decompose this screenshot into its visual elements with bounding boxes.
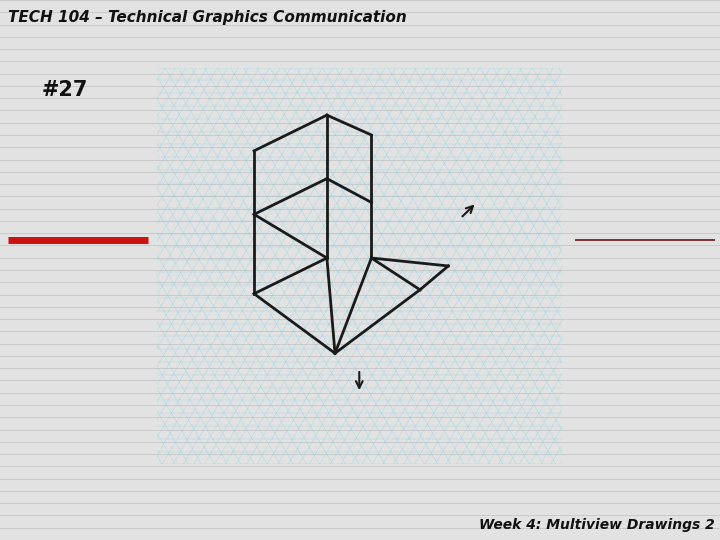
Text: TECH 104 – Technical Graphics Communication: TECH 104 – Technical Graphics Communicat… — [8, 10, 407, 25]
Text: Week 4: Multiview Drawings 2: Week 4: Multiview Drawings 2 — [480, 518, 715, 532]
Text: #27: #27 — [42, 80, 89, 100]
